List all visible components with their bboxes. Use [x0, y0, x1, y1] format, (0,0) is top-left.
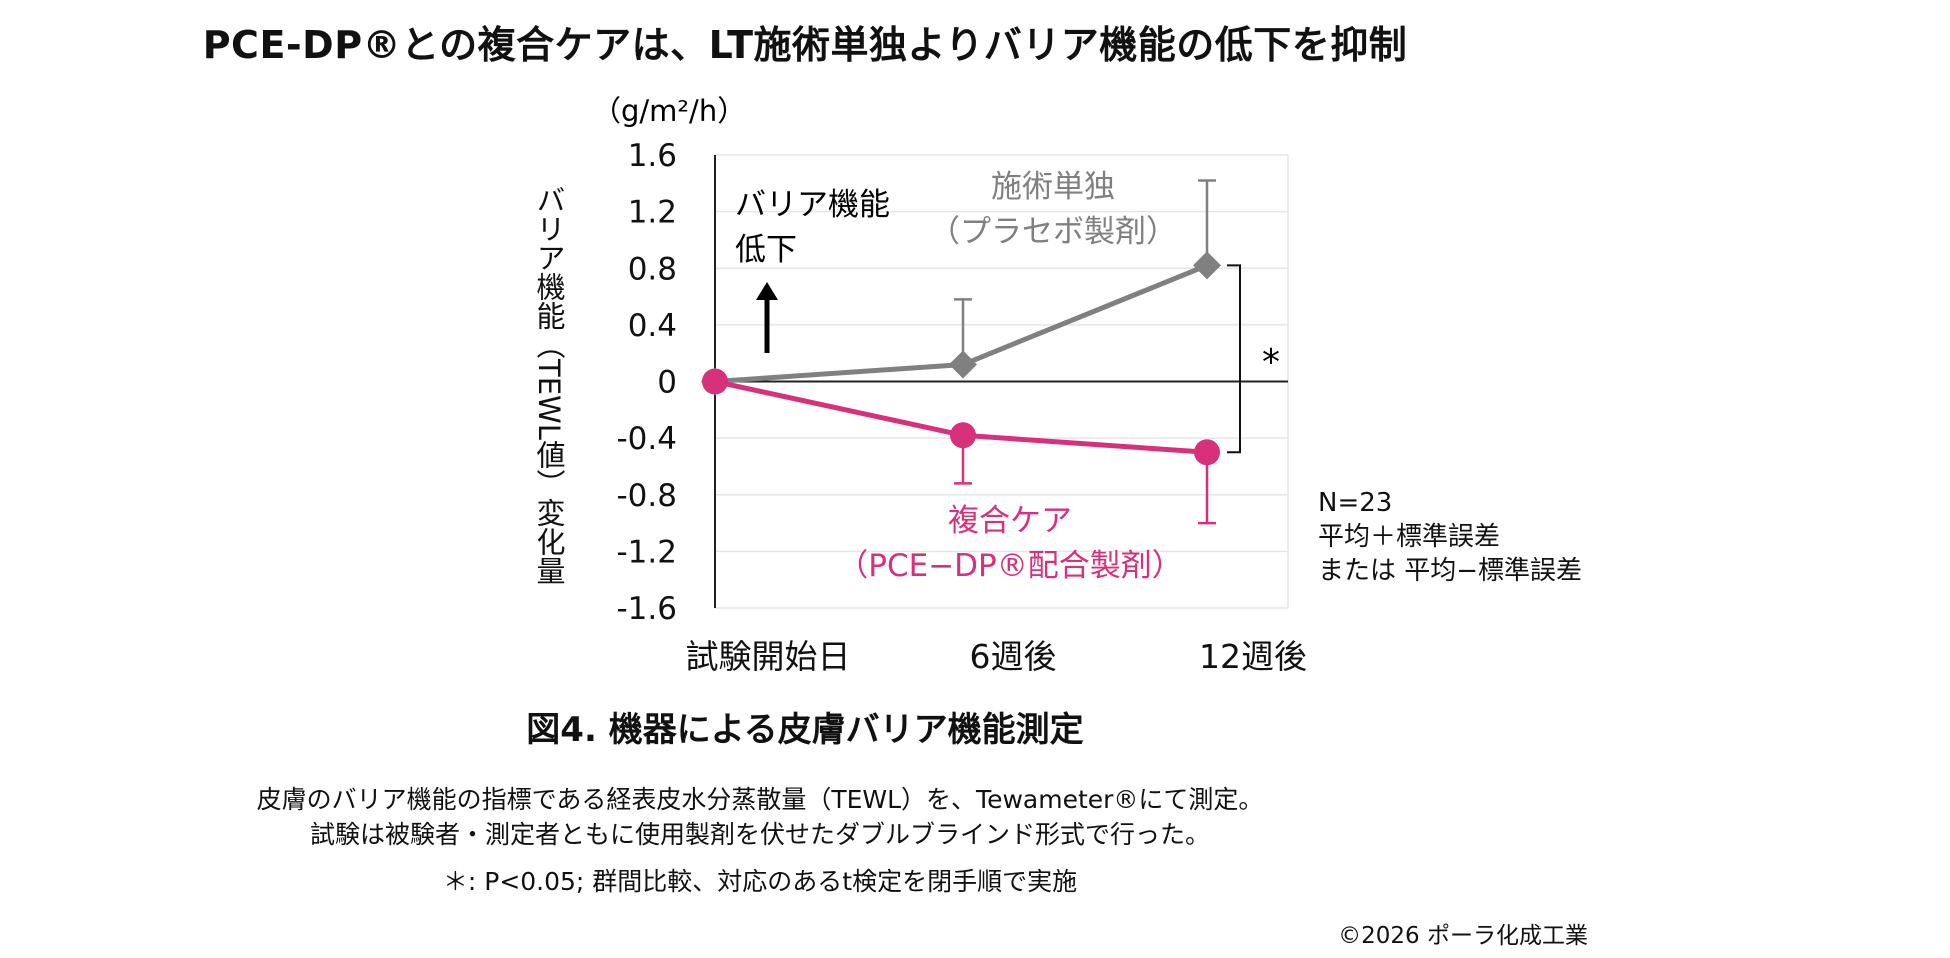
figure-caption: 図4. 機器による皮膚バリア機能測定 [526, 710, 1084, 750]
description-line-1: 皮膚のバリア機能の指標である経表皮水分蒸散量（TEWL）を、Tewameter®… [256, 785, 1264, 814]
copyright: ©2026 ポーラ化成工業 [1338, 923, 1588, 949]
x-tick-label: 6週後 [970, 637, 1057, 676]
y-tick-label: -1.2 [617, 534, 678, 570]
data-point [1193, 251, 1221, 280]
series-label-placebo-sub: （プラセボ製剤） [929, 214, 1177, 250]
arrow-label: バリア機能 [735, 187, 890, 223]
x-tick-label: 12週後 [1199, 637, 1307, 676]
series-label-placebo: 施術単独 [991, 169, 1115, 205]
y-tick-label: 1.6 [628, 138, 677, 174]
y-tick-label: -0.4 [617, 421, 678, 457]
chart-title: PCE-DP®との複合ケアは、LT施術単独よりバリア機能の低下を抑制 [202, 23, 1408, 67]
note-mean-minus-se: または 平均−標準誤差 [1318, 556, 1583, 586]
arrow-head [756, 282, 778, 300]
data-point [950, 422, 976, 449]
y-tick-label: 0 [657, 365, 677, 401]
x-tick-label: 試験開始日 [686, 637, 851, 676]
description-line-3: ＊: P<0.05; 群間比較、対応のあるt検定を閉手順で実施 [442, 867, 1078, 896]
significance-marker: * [1262, 342, 1280, 383]
y-axis-title: バリア機能（TEWL値）変化量 [532, 185, 566, 585]
data-point [1194, 439, 1220, 466]
data-point [949, 350, 977, 379]
y-tick-label: 0.8 [628, 251, 677, 287]
data-point [702, 368, 728, 395]
series-label-combo: 複合ケア [948, 503, 1072, 539]
arrow-label: 低下 [735, 232, 797, 268]
note-n: N=23 [1318, 488, 1393, 518]
y-tick-label: 0.4 [628, 308, 677, 344]
stats-notes: N=23 平均＋標準誤差 または 平均−標準誤差 [1318, 486, 1582, 588]
significance-bracket [1227, 264, 1241, 454]
y-unit-label: （g/m²/h） [592, 94, 746, 128]
y-tick-label: -0.8 [617, 478, 678, 514]
description-line-2: 試験は被験者・測定者ともに使用製剤を伏せたダブルブラインド形式で行った。 [309, 820, 1210, 849]
series-label-combo-sub: （PCE−DP®配合製剤） [837, 548, 1182, 584]
y-tick-label: -1.6 [617, 591, 678, 627]
note-mean-plus-se: 平均＋標準誤差 [1318, 522, 1501, 552]
y-tick-label: 1.2 [628, 195, 677, 231]
